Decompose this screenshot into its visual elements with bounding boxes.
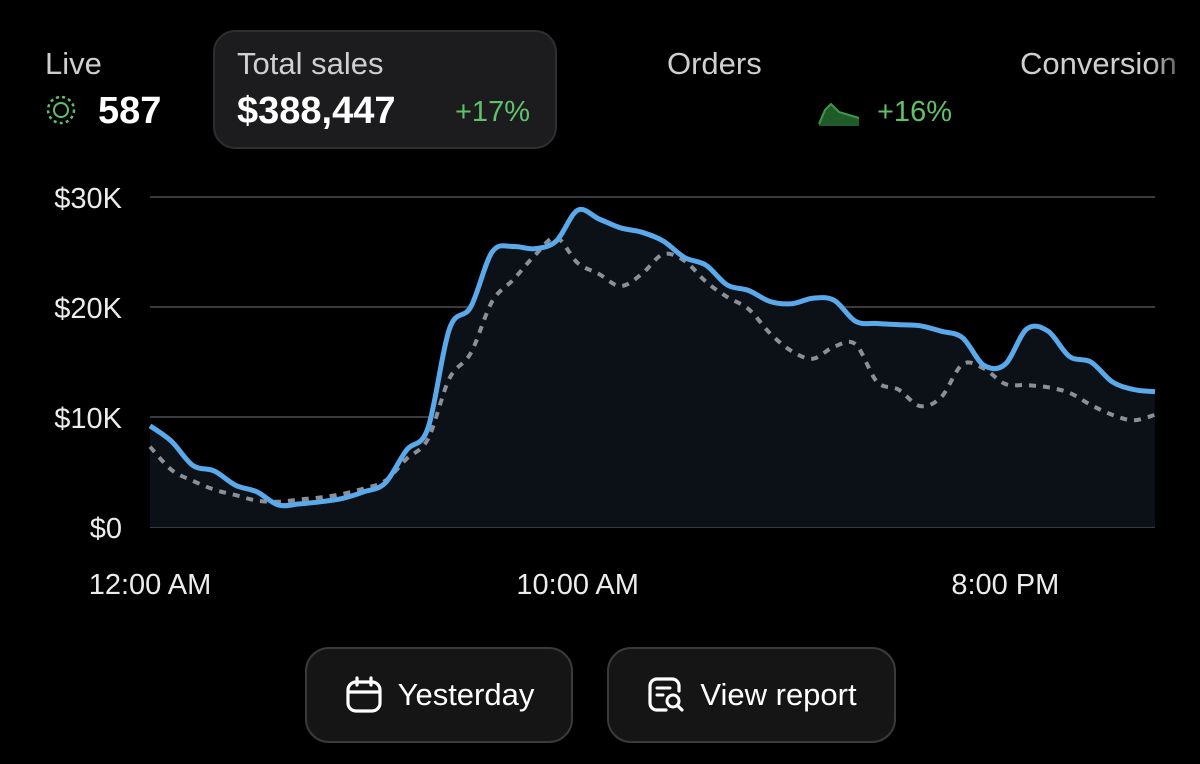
y-tick-label: $10K <box>54 403 122 435</box>
live-pulse-icon <box>46 95 76 125</box>
orders-delta: +16% <box>877 96 952 128</box>
orders-label[interactable]: Orders <box>667 46 762 81</box>
calendar-icon <box>346 676 382 713</box>
yesterday-button[interactable]: Yesterday <box>305 647 573 743</box>
comparison-series-line <box>148 235 1156 504</box>
x-tick-label: 10:00 AM <box>516 569 639 600</box>
yesterday-button-label: Yesterday <box>397 677 535 712</box>
sparkline-icon <box>818 102 860 126</box>
total-sales-value: $388,447 <box>237 90 396 132</box>
sales-chart: $0 $10K $20K $30K 12:00 AM 10:00 AM 8:00 PM <box>54 183 1156 600</box>
view-report-button[interactable]: View report <box>607 647 896 743</box>
y-tick-label: $30K <box>54 183 122 215</box>
total-sales-card[interactable] <box>213 30 557 149</box>
edge-fade <box>1150 40 1200 140</box>
report-search-icon <box>648 677 684 712</box>
x-tick-label: 12:00 AM <box>89 569 212 600</box>
live-visitors-count: 587 <box>98 90 162 132</box>
total-sales-series-line <box>148 206 1156 509</box>
y-tick-label: $20K <box>54 293 122 325</box>
total-sales-delta: +17% <box>455 96 530 128</box>
x-tick-label: 8:00 PM <box>951 569 1059 600</box>
live-label: Live <box>45 46 102 81</box>
view-report-button-label: View report <box>700 677 857 712</box>
total-sales-label: Total sales <box>237 46 384 81</box>
total-sales-area <box>150 209 1155 527</box>
y-tick-label: $0 <box>90 513 122 545</box>
